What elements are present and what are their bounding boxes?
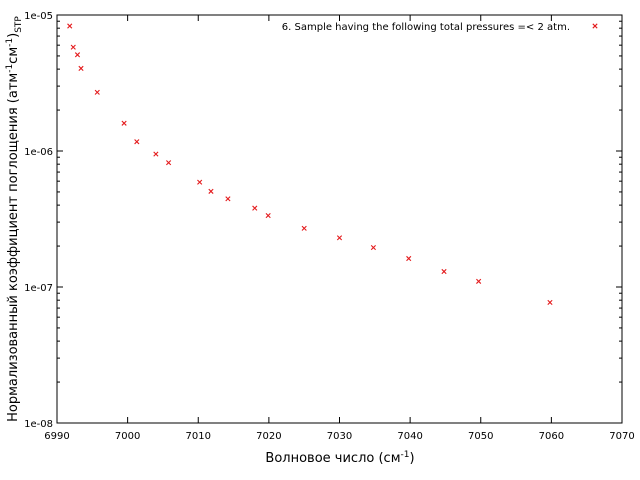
- legend-marker: [592, 23, 598, 29]
- plot-frame: [56, 14, 623, 424]
- data-point: [78, 65, 84, 71]
- x-tick-label: 6990: [44, 431, 69, 442]
- data-points: [67, 23, 553, 306]
- x-axis: 6990 7000 7010 7020 7030 7040 7050 7060 7070: [44, 15, 635, 442]
- y-axis: 1e-08 1e-07 1e-06 1e-05: [24, 11, 622, 430]
- y-axis-title: Нормализованный коэффициент поглощения (…: [5, 16, 24, 422]
- y-tick-label: 1e-06: [24, 147, 53, 158]
- x-tick-label: 7040: [397, 431, 422, 442]
- x-tick-label: 7050: [468, 431, 493, 442]
- x-tick-label: 7030: [327, 431, 352, 442]
- x-tick-label: 7000: [115, 431, 140, 442]
- data-point: [370, 244, 376, 251]
- x-tick-label: 7010: [186, 431, 211, 442]
- data-point: [336, 235, 343, 241]
- data-point: [134, 139, 140, 145]
- data-point: [70, 44, 76, 50]
- x-tick-label: 7060: [539, 431, 564, 442]
- data-point: [225, 196, 231, 202]
- x-axis-title: Волновое число (см-1): [265, 450, 414, 466]
- x-tick-label: 7020: [256, 431, 281, 442]
- data-point: [441, 268, 447, 275]
- y-tick-label: 1e-05: [24, 11, 53, 22]
- data-point: [197, 179, 203, 185]
- data-point: [476, 278, 482, 284]
- data-point: [94, 89, 100, 95]
- data-point: [165, 160, 172, 166]
- data-point: [208, 188, 214, 194]
- legend-marker-symbol: [592, 23, 598, 29]
- legend-label: 6. Sample having the following total pre…: [282, 22, 570, 33]
- data-point: [252, 205, 258, 211]
- data-point: [265, 213, 271, 219]
- data-point: [74, 52, 81, 58]
- y-tick-label: 1e-07: [24, 283, 53, 294]
- data-point: [406, 255, 412, 262]
- data-point: [301, 225, 307, 231]
- data-point: [153, 151, 159, 157]
- y-tick-label: 1e-08: [24, 419, 53, 430]
- x-tick-label: 7070: [609, 431, 634, 442]
- data-point: [547, 299, 553, 306]
- data-point: [121, 120, 127, 126]
- legend: 6. Sample having the following total pre…: [282, 22, 598, 33]
- data-point: [67, 23, 73, 29]
